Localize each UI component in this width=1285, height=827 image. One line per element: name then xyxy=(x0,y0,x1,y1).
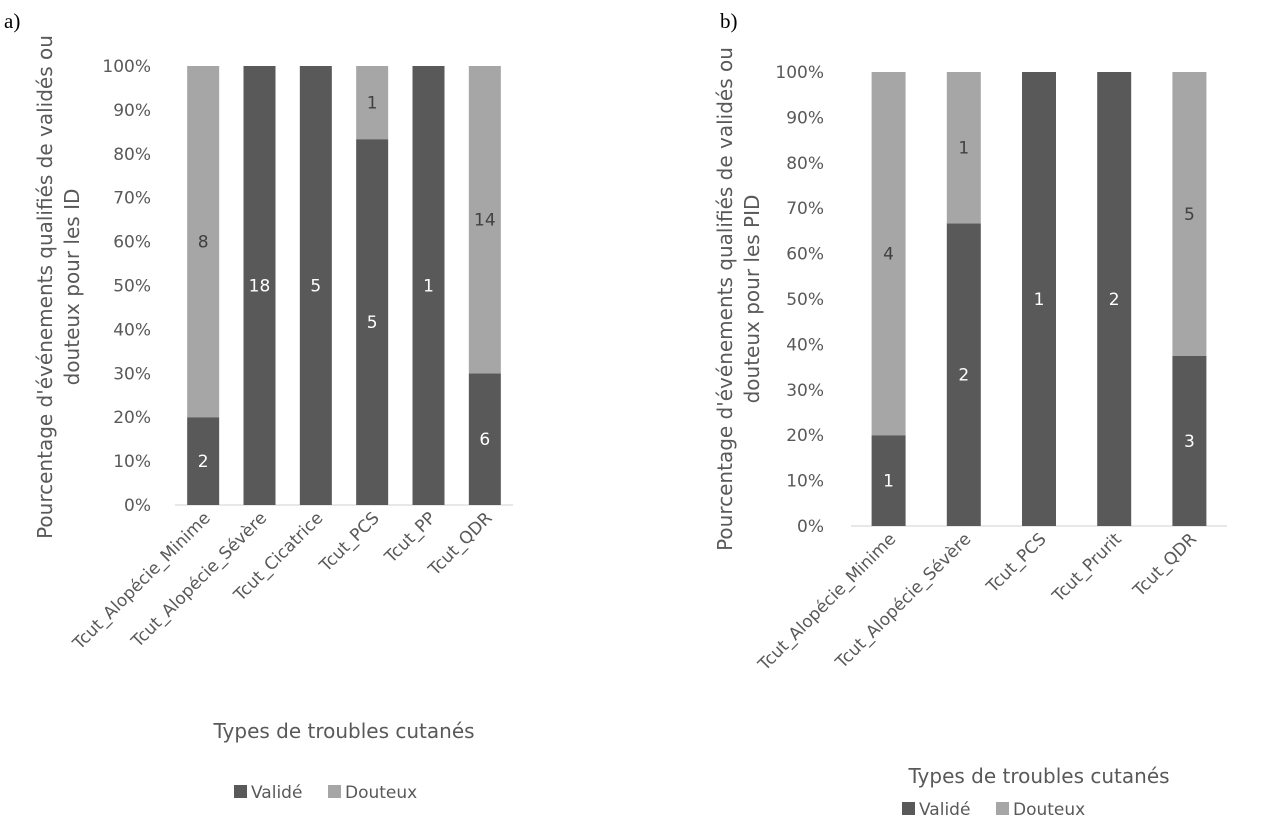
y-tick-label: 70% xyxy=(113,189,151,209)
bar-segment-douteux xyxy=(468,66,501,374)
bar-segment-valide xyxy=(243,66,276,505)
legend-label: Validé xyxy=(919,800,970,820)
y-tick-label: 40% xyxy=(786,335,824,355)
chart-panel-a: a) 0% 10% 20% 30% 40% 50% 60% 70% 80% 90% 100% Pourc… xyxy=(4,9,513,803)
data-label: 1 xyxy=(423,277,434,297)
data-label: 6 xyxy=(479,430,490,450)
x-axis-title: Types de troubles cutanés xyxy=(212,719,474,743)
legend-label: Validé xyxy=(251,783,302,803)
y-tick-label: 10% xyxy=(113,452,151,472)
y-tick-label: 100% xyxy=(102,57,151,77)
bar-segment-valide xyxy=(1022,72,1056,526)
legend-label: Douteux xyxy=(1013,800,1085,820)
y-tick-label: 20% xyxy=(113,408,151,428)
y-tick-label: 40% xyxy=(113,320,151,340)
legend-label: Douteux xyxy=(345,783,417,803)
data-label: 2 xyxy=(1109,290,1120,310)
bar-segment-valide xyxy=(871,435,906,526)
legend-swatch xyxy=(234,785,247,798)
x-tick-label: Tcut_QDR xyxy=(1129,529,1201,601)
y-tick-label: 50% xyxy=(113,277,151,297)
data-label: 14 xyxy=(474,211,496,231)
y-tick-label: 60% xyxy=(786,245,824,265)
legend: Validé Douteux xyxy=(902,800,1085,820)
legend-swatch xyxy=(328,785,341,798)
data-label: 2 xyxy=(198,452,209,472)
data-label: 4 xyxy=(883,245,894,265)
data-label: 5 xyxy=(310,277,321,297)
y-tick-label: 90% xyxy=(786,108,824,128)
bar-segment-valide xyxy=(1097,72,1132,526)
x-axis-title: Types de troubles cutanés xyxy=(907,764,1169,788)
y-tick-label: 90% xyxy=(113,101,151,121)
bar-segment-valide xyxy=(187,417,220,505)
bar-segment-douteux xyxy=(356,66,389,140)
y-tick-label: 50% xyxy=(786,290,824,310)
legend-swatch xyxy=(996,802,1009,815)
bar-segment-douteux xyxy=(871,72,906,436)
data-label: 1 xyxy=(367,94,378,114)
x-tick-label: Tcut_PCS xyxy=(982,529,1050,597)
y-tick-label: 30% xyxy=(786,381,824,401)
data-label: 1 xyxy=(1034,290,1045,310)
panel-label: a) xyxy=(4,9,20,33)
x-tick-label: Tcut_Alopécie_Sévère xyxy=(831,529,975,673)
bar-segment-valide xyxy=(468,373,501,505)
bar-segment-valide xyxy=(299,66,332,505)
y-tick-label: 60% xyxy=(113,233,151,253)
y-axis-title: Pourcentage d'événements qualifiés de va… xyxy=(713,47,764,551)
bar-segment-douteux xyxy=(946,72,981,224)
panel-label: b) xyxy=(720,9,738,33)
data-label: 1 xyxy=(958,139,969,159)
data-label: 5 xyxy=(367,313,378,333)
y-tick-label: 70% xyxy=(786,199,824,219)
x-tick-label: Tcut_Alopécie_Minime xyxy=(754,529,900,675)
y-tick-label: 80% xyxy=(113,145,151,165)
y-tick-label: 80% xyxy=(786,154,824,174)
data-label: 5 xyxy=(1184,205,1195,225)
bar-segment-valide xyxy=(1172,355,1207,526)
data-label: 8 xyxy=(198,233,209,253)
data-label: 18 xyxy=(249,277,271,297)
data-label: 3 xyxy=(1184,432,1195,452)
legend-swatch xyxy=(902,802,915,815)
y-tick-label: 100% xyxy=(775,63,824,83)
data-label: 2 xyxy=(958,366,969,386)
bar-segment-valide xyxy=(356,139,389,505)
x-tick-label: Tcut_PCS xyxy=(315,508,383,576)
y-tick-label: 10% xyxy=(786,472,824,492)
chart-panel-b: b) 0% 10% 20% 30% 40% 50% 60% 70% 80% 90% 100% Pourc… xyxy=(713,9,1227,820)
data-label: 1 xyxy=(883,472,894,492)
y-tick-label: 0% xyxy=(124,496,151,516)
bar-segment-douteux xyxy=(1172,72,1207,356)
bar-segment-valide xyxy=(412,66,445,505)
y-tick-label: 20% xyxy=(786,426,824,446)
bar-segment-valide xyxy=(946,223,981,527)
y-axis-title: Pourcentage d'événements qualifiés de va… xyxy=(33,35,84,539)
legend: Validé Douteux xyxy=(234,783,417,803)
y-tick-label: 0% xyxy=(797,517,824,537)
y-tick-label: 30% xyxy=(113,364,151,384)
x-tick-label: Tcut_Prurit xyxy=(1048,529,1126,607)
bar-segment-douteux xyxy=(187,66,220,418)
